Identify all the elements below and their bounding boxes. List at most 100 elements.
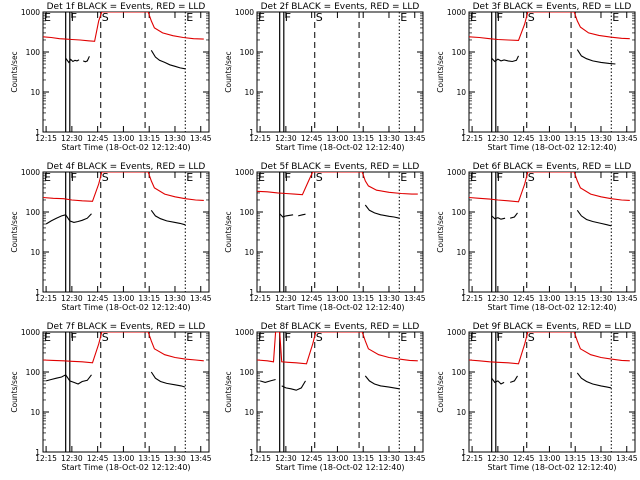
x-tick-label: 13:15 — [138, 134, 160, 143]
marker-label: F — [71, 171, 77, 184]
marker-label: E — [186, 11, 193, 24]
x-axis-label: Start Time (18-Oct-02 12:12:40) — [61, 303, 190, 312]
x-tick-label: 12:45 — [513, 454, 535, 463]
plot-frame — [256, 171, 424, 293]
y-tick-label: 10 — [456, 248, 466, 257]
y-tick-label: 1 — [461, 288, 466, 297]
marker-label: E — [258, 11, 265, 24]
events-series-line — [259, 375, 400, 391]
x-tick-label: 13:30 — [164, 454, 186, 463]
x-tick-label: 13:45 — [190, 454, 212, 463]
y-tick-label: 100 — [240, 208, 255, 217]
x-tick-label: 12:45 — [513, 134, 535, 143]
x-axis-label: Start Time (18-Oct-02 12:12:40) — [61, 143, 190, 152]
lld-series-line — [257, 332, 418, 365]
lld-series-line — [469, 12, 630, 41]
panel-1: Det 1f BLACK = Events, RED = LLD 1 10 100 10… — [10, 2, 212, 152]
x-tick-label: 13:30 — [164, 294, 186, 303]
events-series-line — [45, 209, 186, 226]
y-tick-label: 10 — [456, 408, 466, 417]
x-tick-label: 13:45 — [616, 294, 638, 303]
x-tick-label: 12:45 — [301, 294, 323, 303]
x-tick-label: 13:45 — [616, 454, 638, 463]
x-tick-label: 12:30 — [487, 294, 509, 303]
panel-title: Det 9f BLACK = Events, RED = LLD — [473, 322, 632, 332]
x-tick-label: 12:30 — [487, 134, 509, 143]
x-tick-label: 13:15 — [564, 294, 586, 303]
x-tick-label: 12:45 — [301, 134, 323, 143]
y-tick-label: 10 — [244, 408, 254, 417]
x-tick-label: 13:00 — [539, 134, 561, 143]
plot-frame — [468, 171, 636, 293]
marker-label: S — [102, 171, 109, 184]
y-tick-label: 100 — [452, 208, 467, 217]
y-tick-label: 1 — [249, 288, 254, 297]
marker-label: F — [285, 11, 291, 24]
marker-label: S — [316, 11, 323, 24]
x-tick-label: 12:30 — [61, 294, 83, 303]
marker-label: S — [528, 331, 535, 344]
y-tick-label: 1000 — [447, 168, 466, 177]
x-tick-label: 12:15 — [35, 454, 57, 463]
y-tick-label: 1000 — [447, 328, 466, 337]
y-axis-label: Counts/sec — [224, 51, 233, 92]
marker-label: E — [400, 171, 407, 184]
x-tick-label: 12:30 — [61, 454, 83, 463]
x-tick-label: 13:00 — [539, 454, 561, 463]
panel-title: Det 2f BLACK = Events, RED = LLD — [261, 2, 420, 12]
panel-title: Det 1f BLACK = Events, RED = LLD — [47, 2, 206, 12]
y-tick-label: 1 — [249, 448, 254, 457]
x-axis-label: Start Time (18-Oct-02 12:12:40) — [275, 303, 404, 312]
y-tick-label: 100 — [240, 368, 255, 377]
marker-label: F — [71, 11, 77, 24]
y-tick-label: 1 — [35, 448, 40, 457]
x-tick-label: 13:30 — [378, 454, 400, 463]
marker-label: F — [497, 171, 503, 184]
lld-series-line — [43, 332, 204, 364]
panel-title: Det 6f BLACK = Events, RED = LLD — [473, 162, 632, 172]
y-axis-label: Counts/sec — [10, 371, 19, 412]
x-tick-label: 12:30 — [275, 454, 297, 463]
panel-3: Det 3f BLACK = Events, RED = LLD 1 10 100 10… — [436, 2, 638, 152]
x-axis-label: Start Time (18-Oct-02 12:12:40) — [61, 463, 190, 472]
panel-title: Det 4f BLACK = Events, RED = LLD — [47, 162, 206, 172]
x-axis-label: Start Time (18-Oct-02 12:12:40) — [487, 463, 616, 472]
x-tick-label: 12:45 — [87, 294, 109, 303]
x-axis-label: Start Time (18-Oct-02 12:12:40) — [487, 143, 616, 152]
x-tick-label: 13:30 — [164, 134, 186, 143]
lld-series-line — [43, 12, 204, 42]
marker-label: E — [44, 171, 51, 184]
x-tick-label: 13:15 — [564, 454, 586, 463]
marker-label: S — [102, 11, 109, 24]
events-series-line — [45, 371, 186, 388]
events-series-line — [279, 204, 400, 219]
lld-series-line — [257, 172, 418, 196]
x-tick-label: 12:30 — [487, 454, 509, 463]
x-tick-label: 13:15 — [352, 134, 374, 143]
panel-9: Det 9f BLACK = Events, RED = LLD 1 10 100 10… — [436, 322, 638, 472]
x-tick-label: 13:45 — [190, 294, 212, 303]
y-tick-label: 1 — [461, 128, 466, 137]
y-tick-label: 1000 — [235, 168, 254, 177]
y-axis-label: Counts/sec — [436, 211, 445, 252]
marker-label: E — [186, 171, 193, 184]
panel-8: Det 8f BLACK = Events, RED = LLD 1 10 100 10… — [224, 322, 426, 472]
x-tick-label: 12:45 — [513, 294, 535, 303]
marker-label: E — [258, 171, 265, 184]
plot-frame — [468, 331, 636, 453]
panel-title: Det 8f BLACK = Events, RED = LLD — [261, 322, 420, 332]
y-tick-label: 1 — [461, 448, 466, 457]
x-tick-label: 12:15 — [461, 454, 483, 463]
panel-6: Det 6f BLACK = Events, RED = LLD 1 10 100 10… — [436, 162, 638, 312]
marker-label: E — [400, 11, 407, 24]
marker-label: E — [44, 11, 51, 24]
marker-label: S — [316, 171, 323, 184]
x-tick-label: 13:30 — [590, 454, 612, 463]
x-tick-label: 13:30 — [590, 294, 612, 303]
x-tick-label: 12:15 — [35, 294, 57, 303]
x-tick-label: 13:45 — [404, 294, 426, 303]
x-tick-label: 12:30 — [275, 134, 297, 143]
panel-7: Det 7f BLACK = Events, RED = LLD 1 10 100 10… — [10, 322, 212, 472]
y-tick-label: 10 — [244, 248, 254, 257]
panel-2: Det 2f BLACK = Events, RED = LLD 1 10 100 10… — [224, 2, 426, 152]
